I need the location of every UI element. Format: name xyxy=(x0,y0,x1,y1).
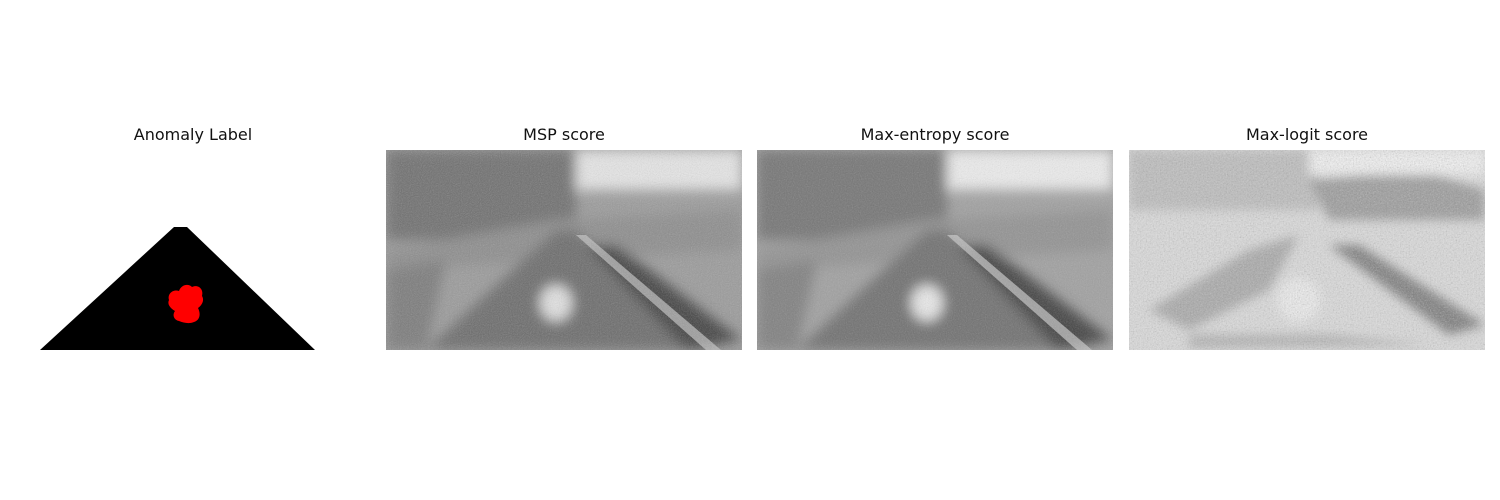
anomaly-label-mask xyxy=(40,227,315,350)
panel-title-anomaly-label: Anomaly Label xyxy=(133,125,253,144)
panel-title-max-logit-score: Max-logit score xyxy=(1245,125,1369,144)
max-logit-score-heatmap xyxy=(1129,150,1485,350)
panel-title-msp-score: MSP score xyxy=(523,125,605,144)
msp-score-heatmap xyxy=(386,150,742,350)
road-region-mask xyxy=(40,227,315,350)
max-entropy-score-heatmap xyxy=(757,150,1113,350)
anomaly-region xyxy=(168,284,204,324)
panel-title-max-entropy-score: Max-entropy score xyxy=(860,125,1010,144)
